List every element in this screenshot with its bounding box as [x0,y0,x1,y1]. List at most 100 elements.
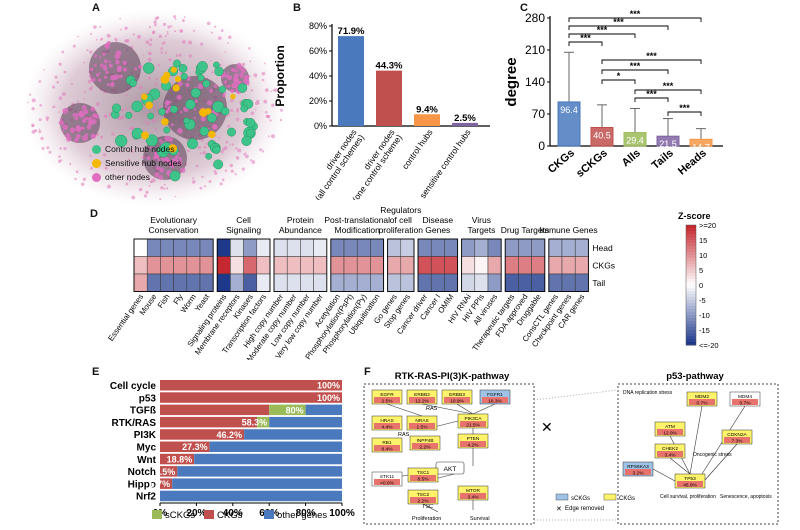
value-label: 27.3% [182,442,208,452]
gene-name: MTOR [466,488,481,494]
y-tick-label: 60% [309,46,327,56]
other-node [104,43,109,48]
significance-bracket [601,69,669,74]
other-node [214,25,217,28]
other-node [77,35,79,38]
other-node [262,150,265,153]
other-node [165,110,169,114]
heatmap-cell [400,273,415,292]
gene-alteration-bar [724,437,750,443]
gene-name: PTEN [467,436,480,442]
other-node [134,67,138,71]
other-node [151,119,156,123]
other-node [58,159,62,163]
gene-alteration-bar [657,451,683,457]
colorbar-segment [686,279,696,283]
colorbar-segment [686,255,696,259]
other-node [249,60,252,63]
other-node [159,139,162,143]
bar-segment [160,380,342,391]
colorbar-segment [686,321,696,325]
heatmap-cell [243,256,258,275]
heatmap-cell [146,256,161,275]
heatmap-cell [461,256,476,275]
other-node [200,116,206,122]
group-box [417,238,459,292]
other-node [95,102,100,107]
significance-bracket [601,79,636,84]
other-node [80,182,85,187]
other-node [203,185,206,188]
other-node [234,173,237,176]
heatmap-cell [370,256,384,275]
other-node [221,178,225,182]
other-node [182,40,186,44]
other-node [82,177,87,181]
other-node [94,63,97,67]
heatmap-cell [256,256,271,275]
category-label: p53 [139,393,157,404]
pathway-edge [422,503,439,513]
other-node [274,88,278,92]
stress-label: DNA replication stress [623,390,673,396]
other-node [90,67,94,72]
gene-alteration-bar [460,441,486,447]
bar [414,114,440,126]
other-node [175,155,179,160]
network-nodes [27,15,284,201]
other-node [99,63,104,68]
bar-segment [269,416,342,428]
category-label: Cell cycle [110,381,157,392]
colorbar-segment [686,243,696,247]
bar [590,126,614,147]
heatmap-cell [216,273,231,292]
other-node [244,154,249,159]
other-node [158,175,164,181]
heatmap-cell [173,256,188,275]
group-box [387,238,415,292]
value-label: 100% [317,393,340,403]
significance-bracket [568,25,669,30]
control-hub-node [202,79,211,88]
gene-alteration-bar [625,469,651,475]
heatmap-cell [400,256,415,275]
significance-label: *** [630,9,641,19]
other-node [48,150,52,154]
pathway-edge [421,403,474,415]
other-node [56,81,59,84]
y-tick-label: 70 [532,107,546,121]
other-node [146,121,150,125]
heatmap-cell [444,273,458,292]
other-node [218,136,221,139]
other-node [167,106,171,110]
colorbar-segment [686,240,696,244]
sensitive-hub-node [174,76,182,83]
other-node [170,25,173,27]
other-node [75,125,81,130]
other-node [241,167,245,171]
row-label: CKGs [592,260,615,270]
heatmap-cell [286,273,301,292]
other-node [207,100,213,106]
colorbar-segment [686,324,696,328]
other-node [86,124,92,130]
bar-segment [269,404,306,416]
other-node [80,126,84,130]
other-node [147,51,152,56]
gene-alteration-bar [409,423,435,429]
heatmap-cell [574,238,589,257]
other-node [98,71,101,74]
heatmap-cell [330,273,345,292]
other-node [161,42,165,45]
other-node [170,163,175,168]
gene-pct: 3.2% [633,470,645,476]
other-node [90,77,96,83]
control-hub-node [180,72,188,80]
colorbar-segment [686,333,696,337]
category-label: sCKGs [574,147,610,180]
other-node [116,67,122,73]
other-node [39,104,42,107]
bar-segment [172,478,342,489]
other-node [155,82,158,86]
other-node [97,78,102,82]
